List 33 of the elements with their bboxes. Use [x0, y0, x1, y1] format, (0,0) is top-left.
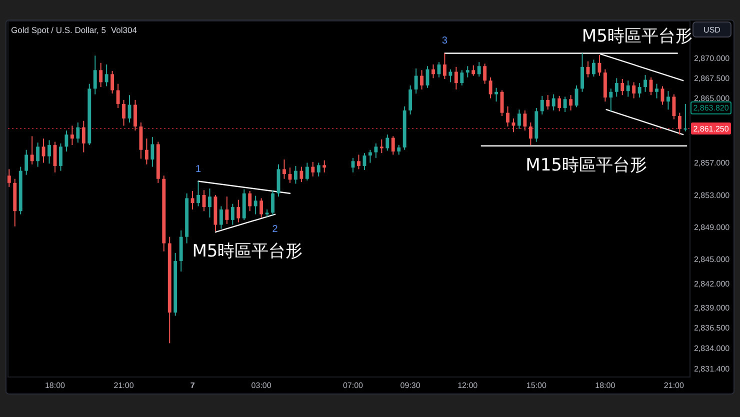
- x-tick-label: 07:00: [342, 381, 364, 390]
- x-tick-label: 03:00: [251, 381, 272, 390]
- x-tick-label: 15:00: [526, 381, 547, 390]
- x-tick-label: 09:30: [400, 381, 421, 390]
- series-label: M5時區平台形: [192, 242, 303, 262]
- y-tick-label: 2,853.000: [694, 190, 730, 200]
- y-tick-label: 2,867.500: [694, 74, 730, 83]
- annotation: 2,863.820: [693, 104, 730, 113]
- text: Vol304: [110, 25, 138, 35]
- x-tick-label: 18:00: [595, 381, 616, 390]
- annotation: 3: [442, 36, 448, 47]
- y-tick-label: 2,849.000: [694, 222, 730, 232]
- y-tick-label: 2,831.400: [694, 364, 730, 374]
- y-tick-label: 2,834.000: [694, 344, 730, 353]
- y-tick-label: 2,842.000: [694, 279, 730, 288]
- annotation: 1: [195, 164, 202, 175]
- series-label: M5時區平台形: [582, 26, 692, 47]
- x-tick-label: 21:00: [664, 381, 685, 390]
- y-tick-label: 2,836.500: [694, 324, 730, 333]
- x-tick-label: 12:00: [458, 381, 478, 390]
- y-tick-label: 2,839.000: [694, 304, 730, 313]
- y-axis-title: USD: [704, 25, 721, 34]
- x-tick-label: 7: [190, 381, 196, 390]
- y-tick-label: 2,870.000: [694, 54, 730, 63]
- text: Gold Spot / U.S. Dollar, 5: [11, 25, 106, 35]
- series-label: M15時區平台形: [526, 155, 647, 176]
- annotation: 2: [272, 224, 278, 235]
- y-tick-label: 2,857.000: [694, 158, 730, 168]
- x-tick-label: 18:00: [44, 381, 66, 390]
- x-tick-label: 21:00: [114, 381, 134, 390]
- ref-line-label: 2,861.250: [693, 124, 730, 134]
- y-tick-label: 2,865.000: [694, 94, 730, 104]
- y-tick-label: 2,845.000: [694, 255, 730, 264]
